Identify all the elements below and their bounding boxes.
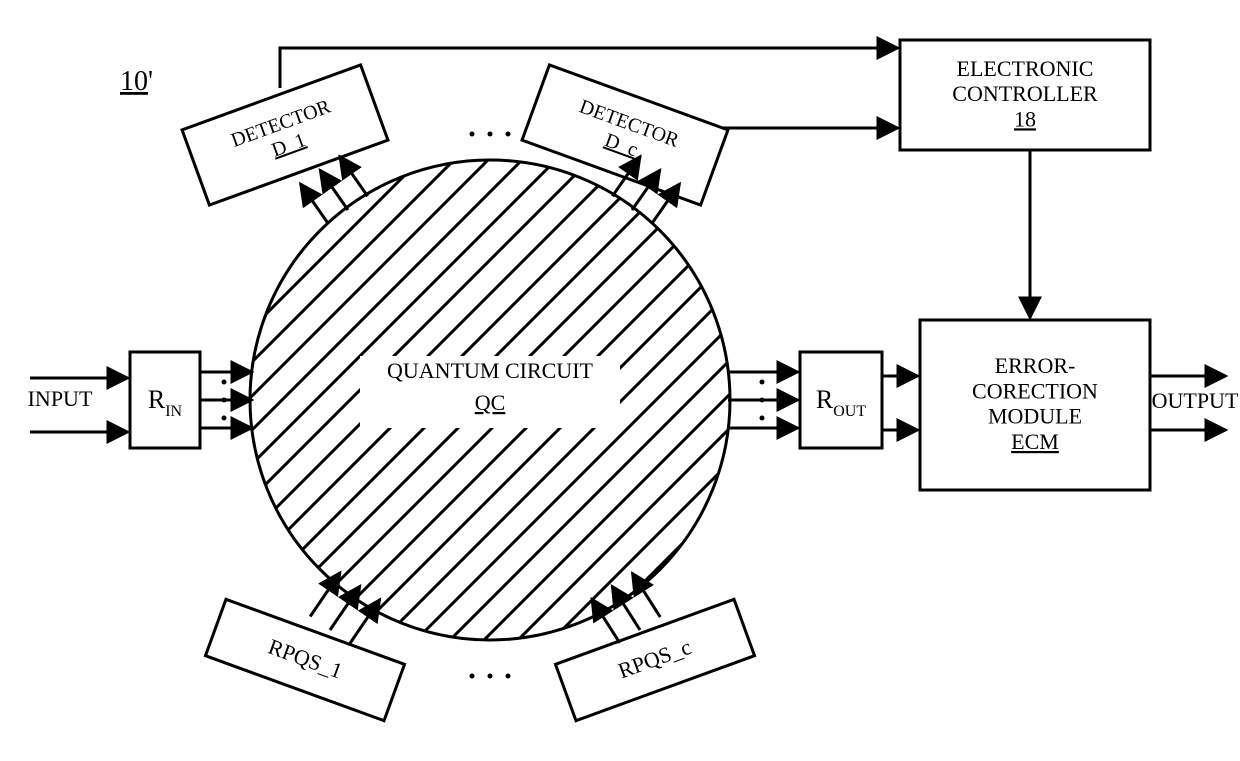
node-det1: DETECTORD_1 (182, 65, 388, 205)
figure-label: 10' (120, 66, 153, 97)
node-rpqsc: RPQS_c (555, 599, 754, 720)
node-ctrl-line3: 18 (1014, 106, 1036, 131)
output-label: OUTPUT (1152, 388, 1239, 413)
node-ctrl-line1: ELECTRONIC (957, 56, 1094, 81)
ellipsis-3 (760, 380, 765, 421)
node-r_out: ROUT (800, 352, 882, 448)
node-rpqs1: RPQS_1 (205, 599, 404, 720)
node-ctrl: ELECTRONICCONTROLLER18 (900, 40, 1150, 150)
node-ctrl-line2: CONTROLLER (952, 81, 1098, 106)
quantum-circuit-diagram: 10' QUANTUM CIRCUIT QC RIN ROUT DETECTORD_1 DE… (0, 0, 1240, 761)
node-r_in: RIN (130, 352, 200, 448)
node-ecm-line2: CORECTION (972, 378, 1098, 403)
ellipsis-1 (470, 674, 511, 679)
input-label: INPUT (28, 386, 93, 411)
qc-label-line2: QC (475, 390, 506, 415)
ellipsis-0 (470, 132, 511, 137)
node-ecm-line1: ERROR- (995, 353, 1076, 378)
node-ecm: ERROR-CORECTIONMODULEECM (920, 320, 1150, 490)
ellipsis-2 (222, 380, 227, 421)
node-ecm-line3: MODULE (988, 404, 1082, 429)
node-ecm-line4: ECM (1011, 429, 1059, 454)
qc-label-line1: QUANTUM CIRCUIT (387, 358, 594, 383)
node-detc: DETECTORD_c (522, 65, 728, 205)
